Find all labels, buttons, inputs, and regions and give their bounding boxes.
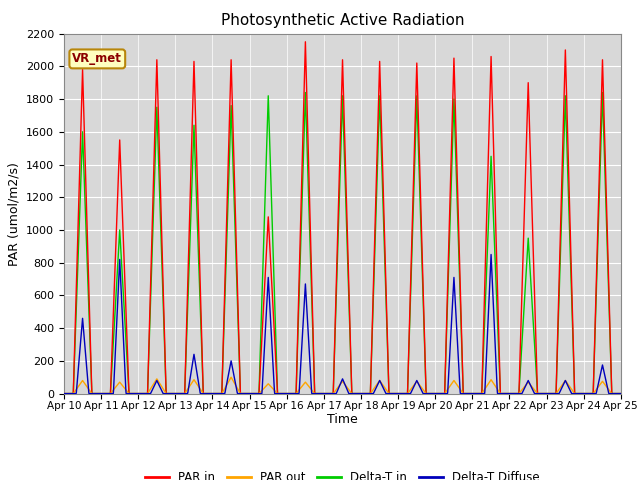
Legend: PAR in, PAR out, Delta-T in, Delta-T Diffuse: PAR in, PAR out, Delta-T in, Delta-T Dif… [140, 466, 545, 480]
Text: VR_met: VR_met [72, 52, 122, 65]
Title: Photosynthetic Active Radiation: Photosynthetic Active Radiation [221, 13, 464, 28]
Y-axis label: PAR (umol/m2/s): PAR (umol/m2/s) [8, 162, 20, 265]
X-axis label: Time: Time [327, 413, 358, 426]
